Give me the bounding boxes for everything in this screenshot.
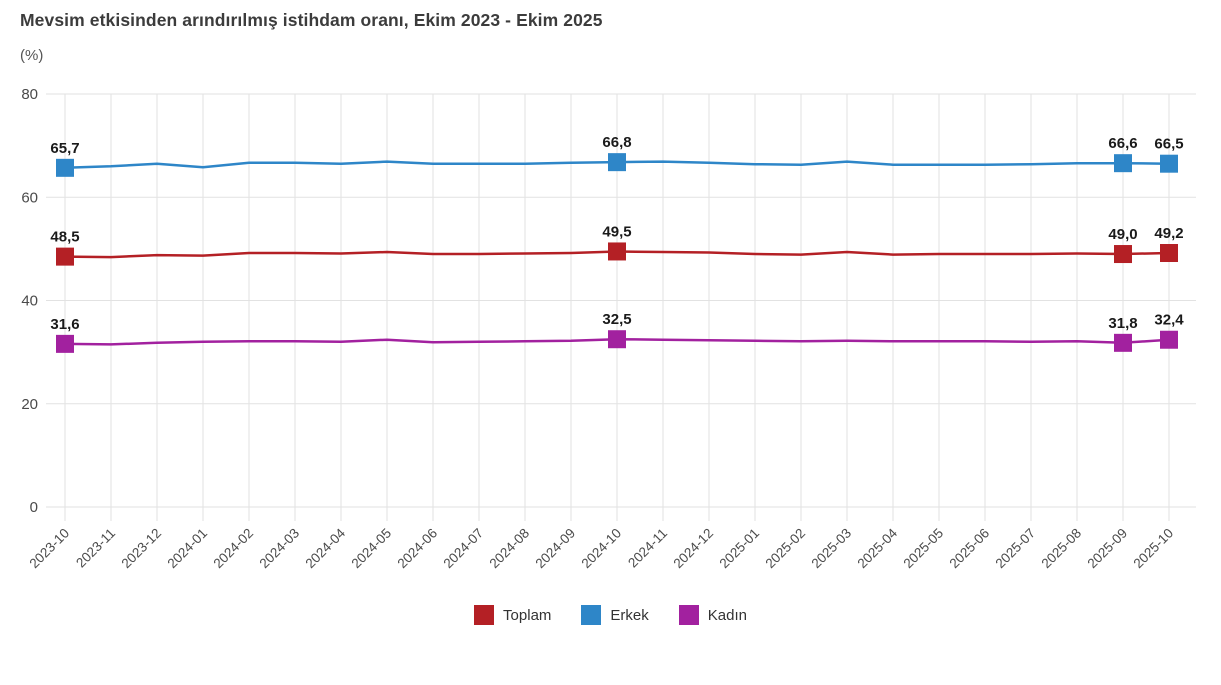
data-label-kadın-2023-10: 31,6 — [50, 316, 79, 333]
x-tick-label: 2023-11 — [73, 526, 118, 571]
x-tick-label: 2023-10 — [26, 526, 72, 572]
legend-label-erkek: Erkek — [610, 606, 649, 624]
x-tick-label: 2024-10 — [578, 526, 624, 572]
x-tick-label: 2024-06 — [394, 526, 440, 572]
legend-label-toplam: Toplam — [503, 606, 552, 624]
data-label-kadın-2025-10: 32,4 — [1154, 312, 1184, 329]
x-tick-label: 2025-08 — [1038, 526, 1084, 572]
marker-erkek-2025-10 — [1160, 154, 1178, 173]
x-tick-label: 2025-10 — [1130, 526, 1176, 572]
chart-subtitle: (%) — [20, 47, 44, 64]
marker-toplam-2023-10 — [56, 247, 74, 266]
x-tick-label: 2024-01 — [164, 526, 210, 572]
chart-legend: Toplam Erkek Kadın — [0, 605, 1221, 625]
legend-item-toplam: Toplam — [474, 605, 551, 625]
legend-swatch-kadın — [678, 605, 699, 625]
x-tick-label: 2024-02 — [210, 526, 256, 572]
legend-item-erkek: Erkek — [581, 605, 649, 625]
x-tick-label: 2024-12 — [670, 526, 716, 572]
data-label-toplam-2025-09: 49,0 — [1108, 226, 1137, 243]
x-tick-label: 2025-04 — [854, 525, 900, 571]
y-tick-label: 20 — [21, 396, 38, 413]
marker-toplam-2025-10 — [1160, 244, 1178, 263]
data-label-toplam-2024-10: 49,5 — [602, 223, 631, 240]
chart-title: Mevsim etkisinden arındırılmış istihdam … — [20, 10, 603, 30]
plot-area: 0 20 40 60 80 2023-10 2023-11 2023-12 2024-01 202… — [0, 70, 1221, 603]
marker-kadın-2023-10 — [56, 334, 74, 353]
y-tick-label: 40 — [21, 293, 38, 310]
legend-item-kadın: Kadın — [678, 605, 747, 625]
x-tick-label: 2024-07 — [440, 526, 486, 572]
legend-swatch-toplam — [474, 605, 495, 625]
data-label-toplam-2023-10: 48,5 — [50, 229, 79, 246]
marker-erkek-2025-09 — [1114, 154, 1132, 173]
data-label-kadın-2025-09: 31,8 — [1108, 315, 1137, 332]
marker-kadın-2024-10 — [608, 330, 626, 349]
legend-swatch-erkek — [581, 605, 602, 625]
legend-label-kadın: Kadın — [707, 606, 747, 624]
x-tick-label: 2025-06 — [946, 526, 992, 572]
x-tick-label: 2025-05 — [900, 526, 946, 572]
x-tick-label: 2025-01 — [716, 526, 762, 572]
marker-erkek-2024-10 — [608, 153, 626, 172]
data-label-toplam-2025-10: 49,2 — [1154, 225, 1183, 242]
chart-header: Mevsim etkisinden arındırılmış istihdam … — [0, 0, 1221, 64]
y-tick-label: 60 — [21, 189, 38, 206]
data-label-erkek-2025-10: 66,5 — [1154, 136, 1183, 153]
y-tick-label: 80 — [21, 86, 38, 103]
marker-kadın-2025-10 — [1160, 330, 1178, 349]
x-tick-label: 2024-03 — [256, 526, 302, 572]
data-label-erkek-2025-09: 66,6 — [1108, 135, 1137, 152]
marker-kadın-2025-09 — [1114, 333, 1132, 352]
x-tick-label: 2024-05 — [348, 526, 394, 572]
x-tick-label: 2025-02 — [762, 526, 808, 572]
x-tick-label: 2025-09 — [1084, 526, 1130, 572]
x-tick-label: 2025-03 — [808, 526, 854, 572]
x-tick-label: 2025-07 — [992, 526, 1038, 572]
y-tick-label: 0 — [30, 499, 38, 516]
data-label-kadın-2024-10: 32,5 — [602, 311, 631, 328]
data-label-erkek-2024-10: 66,8 — [602, 134, 631, 151]
marker-toplam-2024-10 — [608, 242, 626, 261]
marker-erkek-2023-10 — [56, 158, 74, 177]
x-tick-label: 2023-12 — [118, 526, 164, 572]
x-tick-label: 2024-08 — [486, 526, 532, 572]
x-tick-label: 2024-09 — [532, 526, 578, 572]
x-tick-label: 2024-11 — [625, 526, 670, 571]
data-label-erkek-2023-10: 65,7 — [50, 140, 79, 157]
x-tick-label: 2024-04 — [302, 525, 348, 571]
marker-toplam-2025-09 — [1114, 245, 1132, 264]
